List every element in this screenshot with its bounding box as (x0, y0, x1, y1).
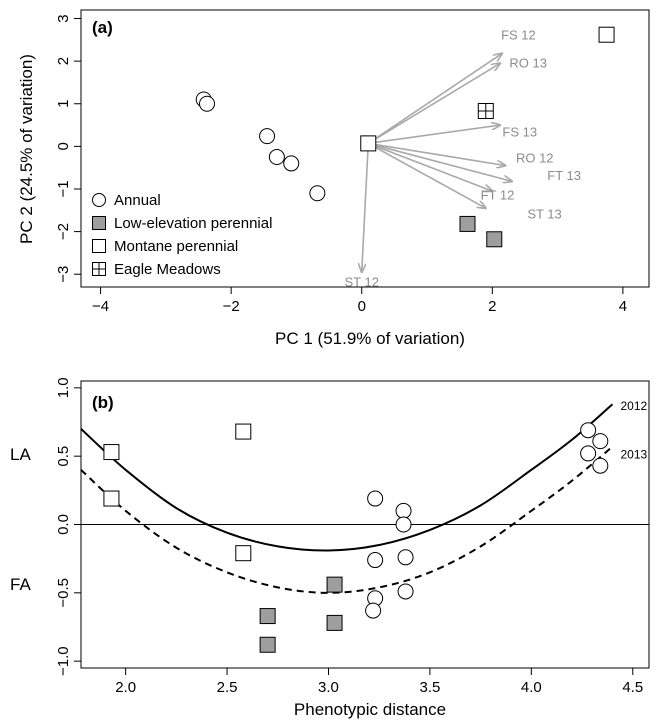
vector-arrow-2 (368, 125, 500, 145)
panel-a-y-axis-label: PC 2 (24.5% of variation) (17, 54, 36, 244)
panel-a-y-tick-label-5: 2 (55, 57, 72, 65)
annual-point-b17 (592, 433, 609, 450)
panel-a-x-axis-label: PC 1 (51.9% of variation) (275, 329, 465, 348)
fa-side-label: FA (10, 575, 31, 594)
annual-point-b8 (367, 490, 384, 507)
panel-b-x-tick-label-3: 3.5 (419, 679, 440, 696)
annual-point-b12 (395, 502, 412, 519)
panel-a-y-tick-label-2: −1 (55, 180, 72, 197)
panel-a: (a) −4 −2 0 2 4 −3 −2 −1 0 1 2 3 FS 12 RO 13 FS 13 RO… (17, 9, 650, 348)
low-elevation-perennial-point-7 (486, 231, 503, 248)
fitted-curves: 2012 2013 (80, 399, 648, 594)
annual-point-b18 (580, 445, 597, 462)
montane-perennial-point-b1 (103, 490, 120, 507)
vector-label-5: FT 12 (481, 187, 515, 202)
vector-arrow-7 (362, 143, 370, 272)
montane-perennial-point-b0 (103, 444, 120, 461)
eagle-meadows-point-10 (477, 102, 494, 119)
vector-label-1: RO 13 (509, 55, 547, 70)
annual-point-2 (259, 128, 276, 145)
panel-b-x-tick-label-4: 4.0 (521, 679, 542, 696)
legend-label-2: Montane perennial (114, 238, 238, 255)
panel-b-x-axis-label: Phenotypic distance (294, 700, 446, 719)
vector-label-6: ST 13 (527, 207, 561, 222)
annual-point-5 (309, 185, 326, 202)
panel-a-y-tick-label-1: −2 (55, 223, 72, 240)
panel-b-y-tick-label-0: −1.0 (55, 646, 72, 676)
panel-a-x-tick-label-2: 0 (358, 298, 366, 315)
panel-b-y-tick-label-4: 1.0 (55, 377, 72, 398)
panel-a-x-tick-label-1: −2 (223, 298, 240, 315)
annual-point-b16 (580, 422, 597, 439)
loading-vectors: FS 12 RO 13 FS 13 RO 12 FT 13 FT 12 ST 13 ST 12 (345, 28, 581, 290)
panel-a-frame (80, 9, 650, 288)
annual-point-b19 (592, 457, 609, 474)
annual-point-legend-0 (92, 193, 106, 207)
montane-perennial-point-b2 (235, 423, 252, 440)
curve-label-2012: 2012 (620, 399, 647, 413)
annual-point-b13 (395, 516, 412, 533)
panel-b-x-tick-label-1: 2.5 (217, 679, 238, 696)
panel-a-y-tick-label-0: −3 (55, 266, 72, 283)
panel-b: (b) 2.0 2.5 3.0 3.5 4.0 4.5 −1.0 −0.5 0.0 0.5 1.0… (10, 377, 650, 719)
panel-b-y-tick-label-1: −0.5 (55, 578, 72, 608)
la-side-label: LA (10, 445, 31, 464)
vector-arrow-6 (367, 142, 486, 208)
vector-label-4: FT 13 (547, 168, 581, 183)
montane-perennial-point-legend-2 (92, 239, 106, 253)
low-elevation-perennial-point-b7 (326, 614, 343, 631)
vector-label-2: FS 13 (502, 125, 537, 140)
panel-b-y-axis: −1.0 −0.5 0.0 0.5 1.0 (55, 377, 81, 676)
vector-arrow-1 (367, 63, 500, 145)
annual-point-b11 (365, 602, 382, 619)
panel-a-x-tick-label-4: 4 (619, 298, 627, 315)
vector-arrow-3 (368, 142, 505, 165)
legend-label-0: Annual (114, 192, 161, 209)
panel-a-y-tick-label-3: 0 (55, 142, 72, 150)
montane-perennial-point-8 (360, 135, 377, 152)
panel-a-x-tick-label-3: 2 (488, 298, 496, 315)
vector-label-0: FS 12 (501, 28, 536, 43)
low-elevation-perennial-point-b5 (259, 636, 276, 653)
panel-a-label: (a) (92, 18, 113, 37)
panel-a-y-tick-label-6: 3 (55, 14, 72, 22)
montane-perennial-point-9 (598, 26, 615, 43)
vector-arrow-4 (368, 142, 512, 181)
eagle-meadows-point-legend-3 (92, 262, 106, 276)
panel-b-x-tick-label-0: 2.0 (115, 679, 136, 696)
panel-a-x-tick-label-0: −4 (92, 298, 109, 315)
montane-perennial-point-b3 (235, 545, 252, 562)
vector-arrow-0 (367, 53, 502, 145)
annual-point-1 (199, 95, 216, 112)
low-elevation-perennial-point-legend-1 (92, 216, 106, 230)
annual-point-3 (268, 149, 285, 166)
panel-a-y-axis: −3 −2 −1 0 1 2 3 (55, 14, 81, 283)
low-elevation-perennial-point-b4 (259, 608, 276, 625)
panel-b-x-tick-label-2: 3.0 (318, 679, 339, 696)
panel-b-x-tick-label-5: 4.5 (622, 679, 643, 696)
fitted-curve-2012 (80, 403, 614, 552)
annual-point-4 (283, 155, 300, 172)
legend-label-1: Low-elevation perennial (114, 215, 272, 232)
panel-a-points (195, 26, 615, 248)
vector-label-7: ST 12 (345, 275, 379, 290)
panel-a-x-axis: −4 −2 0 2 4 (92, 287, 627, 315)
low-elevation-perennial-point-b6 (326, 576, 343, 593)
legend: Annual Low-elevation perennial Montane per… (92, 192, 272, 278)
panel-b-y-tick-label-2: 0.0 (55, 514, 72, 535)
panel-a-y-tick-label-4: 1 (55, 100, 72, 108)
panel-b-label: (b) (92, 393, 114, 412)
curve-label-2013: 2013 (620, 448, 647, 462)
annual-point-b9 (367, 552, 384, 569)
vector-arrow-5 (367, 142, 492, 191)
panel-b-y-tick-label-3: 0.5 (55, 446, 72, 467)
panel-b-x-axis: 2.0 2.5 3.0 3.5 4.0 4.5 (115, 668, 643, 696)
low-elevation-perennial-point-6 (459, 215, 476, 232)
annual-point-b14 (397, 549, 414, 566)
vector-label-3: RO 12 (516, 150, 554, 165)
panel-b-points (103, 422, 609, 653)
legend-label-3: Eagle Meadows (114, 261, 221, 278)
annual-point-b15 (397, 583, 414, 600)
